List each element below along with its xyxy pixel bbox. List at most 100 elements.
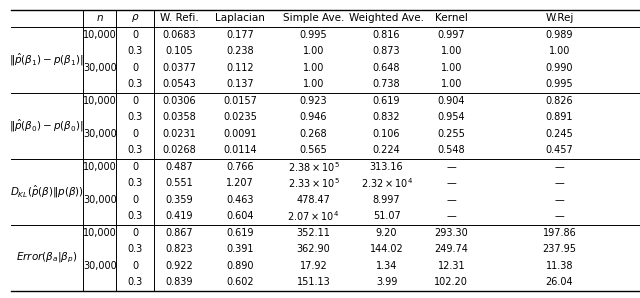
Text: 0.551: 0.551 bbox=[165, 179, 193, 188]
Text: 0: 0 bbox=[132, 129, 138, 139]
Text: 30,000: 30,000 bbox=[83, 63, 116, 73]
Text: Laplacian: Laplacian bbox=[215, 13, 265, 24]
Text: 0.648: 0.648 bbox=[373, 63, 401, 73]
Text: 0.0091: 0.0091 bbox=[223, 129, 257, 139]
Text: 478.47: 478.47 bbox=[296, 195, 330, 205]
Text: 352.11: 352.11 bbox=[296, 228, 330, 238]
Text: 1.00: 1.00 bbox=[303, 63, 324, 73]
Text: 0.604: 0.604 bbox=[227, 212, 254, 221]
Text: 1.00: 1.00 bbox=[303, 80, 324, 89]
Text: 0.990: 0.990 bbox=[546, 63, 573, 73]
Text: —: — bbox=[446, 212, 456, 221]
Text: $2.32 \times 10^4$: $2.32 \times 10^4$ bbox=[360, 177, 413, 190]
Text: 0.3: 0.3 bbox=[127, 244, 143, 254]
Text: 0: 0 bbox=[132, 228, 138, 238]
Text: 0: 0 bbox=[132, 30, 138, 40]
Text: 0.873: 0.873 bbox=[373, 46, 401, 57]
Text: 237.95: 237.95 bbox=[543, 244, 577, 254]
Text: 0.995: 0.995 bbox=[546, 80, 573, 89]
Text: 0.391: 0.391 bbox=[227, 244, 254, 254]
Text: $n$: $n$ bbox=[96, 13, 104, 24]
Text: —: — bbox=[555, 212, 564, 221]
Text: 0.0268: 0.0268 bbox=[163, 145, 196, 156]
Text: 0.904: 0.904 bbox=[438, 96, 465, 106]
Text: 0.0683: 0.0683 bbox=[163, 30, 196, 40]
Text: —: — bbox=[446, 195, 456, 205]
Text: 0.816: 0.816 bbox=[373, 30, 401, 40]
Text: 0.457: 0.457 bbox=[546, 145, 573, 156]
Text: —: — bbox=[446, 179, 456, 188]
Text: 0.766: 0.766 bbox=[227, 162, 254, 172]
Text: 1.207: 1.207 bbox=[226, 179, 254, 188]
Text: 0.946: 0.946 bbox=[300, 112, 327, 122]
Text: 0.0543: 0.0543 bbox=[163, 80, 196, 89]
Text: 0.995: 0.995 bbox=[300, 30, 327, 40]
Text: 0.823: 0.823 bbox=[165, 244, 193, 254]
Text: 197.86: 197.86 bbox=[543, 228, 577, 238]
Text: 30,000: 30,000 bbox=[83, 195, 116, 205]
Text: 1.00: 1.00 bbox=[303, 46, 324, 57]
Text: 51.07: 51.07 bbox=[372, 212, 401, 221]
Text: 0.419: 0.419 bbox=[166, 212, 193, 221]
Text: 0.487: 0.487 bbox=[165, 162, 193, 172]
Text: 0.891: 0.891 bbox=[546, 112, 573, 122]
Text: —: — bbox=[446, 162, 456, 172]
Text: $\|\hat{p}(\beta_1) - p(\beta_1)\|$: $\|\hat{p}(\beta_1) - p(\beta_1)\|$ bbox=[9, 52, 85, 68]
Text: 0: 0 bbox=[132, 162, 138, 172]
Text: 0.954: 0.954 bbox=[438, 112, 465, 122]
Text: 0.112: 0.112 bbox=[227, 63, 254, 73]
Text: 30,000: 30,000 bbox=[83, 129, 116, 139]
Text: 11.38: 11.38 bbox=[546, 261, 573, 271]
Text: —: — bbox=[555, 162, 564, 172]
Text: 0: 0 bbox=[132, 195, 138, 205]
Text: 362.90: 362.90 bbox=[296, 244, 330, 254]
Text: 0.268: 0.268 bbox=[300, 129, 327, 139]
Text: 1.00: 1.00 bbox=[440, 63, 462, 73]
Text: 1.00: 1.00 bbox=[440, 46, 462, 57]
Text: 1.00: 1.00 bbox=[440, 80, 462, 89]
Text: 26.04: 26.04 bbox=[546, 277, 573, 288]
Text: 0.738: 0.738 bbox=[373, 80, 401, 89]
Text: 0.565: 0.565 bbox=[300, 145, 328, 156]
Text: 0.989: 0.989 bbox=[546, 30, 573, 40]
Text: 10,000: 10,000 bbox=[83, 162, 116, 172]
Text: 30,000: 30,000 bbox=[83, 261, 116, 271]
Text: 0.3: 0.3 bbox=[127, 179, 143, 188]
Text: 0.602: 0.602 bbox=[227, 277, 254, 288]
Text: 0.839: 0.839 bbox=[166, 277, 193, 288]
Text: $\rho$: $\rho$ bbox=[131, 13, 140, 24]
Text: $2.33 \times 10^5$: $2.33 \times 10^5$ bbox=[287, 177, 339, 190]
Text: 1.34: 1.34 bbox=[376, 261, 397, 271]
Text: 0.619: 0.619 bbox=[373, 96, 401, 106]
Text: 0.177: 0.177 bbox=[226, 30, 254, 40]
Text: 0.238: 0.238 bbox=[227, 46, 254, 57]
Text: 0.245: 0.245 bbox=[546, 129, 573, 139]
Text: Kernel: Kernel bbox=[435, 13, 468, 24]
Text: Weighted Ave.: Weighted Ave. bbox=[349, 13, 424, 24]
Text: 0.106: 0.106 bbox=[373, 129, 401, 139]
Text: 0.923: 0.923 bbox=[300, 96, 327, 106]
Text: 0.922: 0.922 bbox=[165, 261, 193, 271]
Text: 151.13: 151.13 bbox=[296, 277, 330, 288]
Text: 12.31: 12.31 bbox=[438, 261, 465, 271]
Text: 0.463: 0.463 bbox=[227, 195, 254, 205]
Text: 293.30: 293.30 bbox=[435, 228, 468, 238]
Text: 249.74: 249.74 bbox=[435, 244, 468, 254]
Text: 17.92: 17.92 bbox=[300, 261, 328, 271]
Text: 0.997: 0.997 bbox=[438, 30, 465, 40]
Text: 102.20: 102.20 bbox=[435, 277, 468, 288]
Text: —: — bbox=[555, 195, 564, 205]
Text: 0.0114: 0.0114 bbox=[223, 145, 257, 156]
Text: 10,000: 10,000 bbox=[83, 228, 116, 238]
Text: 0: 0 bbox=[132, 63, 138, 73]
Text: 1.00: 1.00 bbox=[549, 46, 570, 57]
Text: 0.0157: 0.0157 bbox=[223, 96, 257, 106]
Text: 0.3: 0.3 bbox=[127, 112, 143, 122]
Text: 0.3: 0.3 bbox=[127, 46, 143, 57]
Text: 0: 0 bbox=[132, 261, 138, 271]
Text: 0.137: 0.137 bbox=[227, 80, 254, 89]
Text: 0.548: 0.548 bbox=[438, 145, 465, 156]
Text: $2.38 \times 10^5$: $2.38 \times 10^5$ bbox=[287, 160, 339, 174]
Text: 0.826: 0.826 bbox=[546, 96, 573, 106]
Text: 0.3: 0.3 bbox=[127, 277, 143, 288]
